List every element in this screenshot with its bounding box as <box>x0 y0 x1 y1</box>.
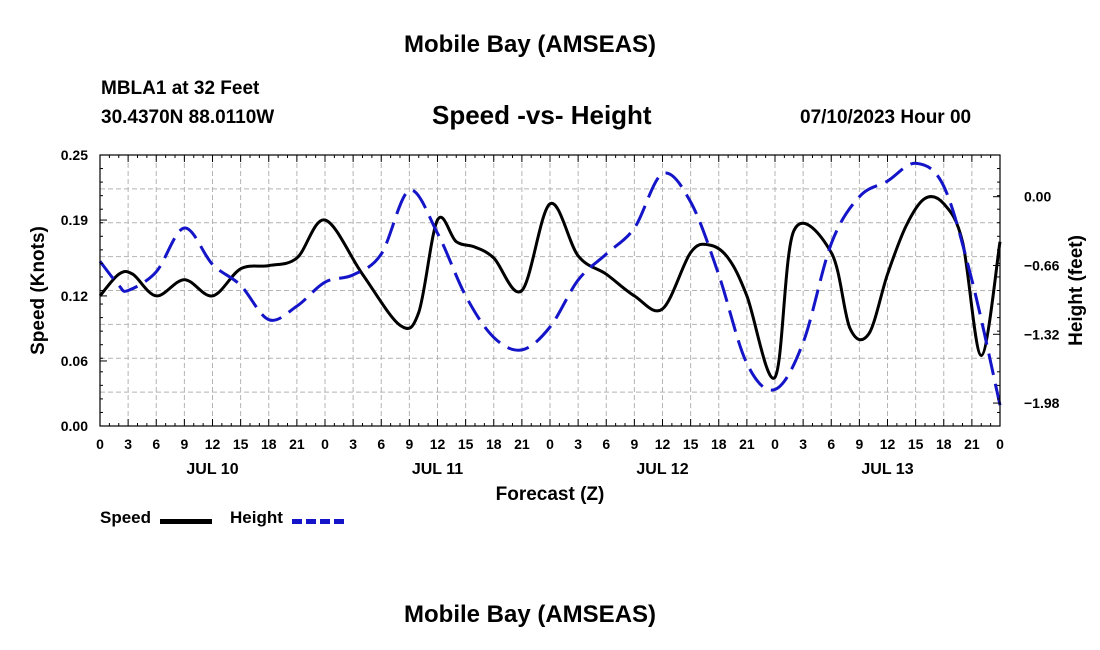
x-tick-label: 3 <box>349 436 357 452</box>
x-tick-label: 18 <box>711 436 727 452</box>
x-tick-label: 3 <box>799 436 807 452</box>
station-label: MBLA1 at 32 Feet <box>101 78 260 99</box>
x-tick-label: 0 <box>546 436 554 452</box>
x-day-label: JUL 12 <box>636 461 688 478</box>
y-tick-label: 0.00 <box>61 418 88 434</box>
y2-tick-label: 0.00 <box>1024 189 1051 205</box>
legend-swatch-height <box>292 519 344 524</box>
x-day-label: JUL 13 <box>861 461 913 478</box>
axis-layer: 0 3 6 9 12 15 18 21 0 3 6 9 12 15 18 21 0 3 6 9 12 15 18 21 0 3 6 9… <box>61 147 1060 478</box>
x-tick-label: 12 <box>655 436 671 452</box>
x-tick-label: 18 <box>936 436 952 452</box>
grid-layer <box>100 155 1000 426</box>
series-layer <box>98 161 1002 406</box>
y-tick-label: 0.06 <box>61 353 88 369</box>
x-tick-label: 3 <box>574 436 582 452</box>
forecast-datetime: 07/10/2023 Hour 00 <box>800 107 972 128</box>
x-tick-label: 12 <box>205 436 221 452</box>
x-tick-label: 15 <box>458 436 474 452</box>
x-tick-label: 9 <box>405 436 413 452</box>
x-tick-label: 0 <box>321 436 329 452</box>
chart-legend: Speed Height <box>100 508 360 532</box>
x-tick-label: 0 <box>771 436 779 452</box>
x-tick-label: 0 <box>96 436 104 452</box>
x-tick-label: 21 <box>289 436 305 452</box>
x-tick-label: 9 <box>630 436 638 452</box>
legend-swatch-speed <box>160 519 212 524</box>
y-tick-label: 0.25 <box>61 147 88 163</box>
x-tick-label: 21 <box>514 436 530 452</box>
y2-tick-label: −1.98 <box>1024 395 1060 411</box>
y2-tick-label: −1.32 <box>1024 326 1060 342</box>
x-tick-label: 6 <box>377 436 385 452</box>
x-tick-label: 18 <box>261 436 277 452</box>
x-tick-label: 21 <box>739 436 755 452</box>
y2-tick-label: −0.66 <box>1024 257 1060 273</box>
x-tick-label: 0 <box>996 436 1004 452</box>
x-tick-label: 9 <box>180 436 188 452</box>
x-tick-label: 18 <box>486 436 502 452</box>
series-line-height <box>98 161 1002 406</box>
legend-label-speed: Speed <box>100 508 152 527</box>
series-line-speed <box>98 195 1002 380</box>
x-tick-label: 15 <box>233 436 249 452</box>
x-day-label: JUL 11 <box>412 461 463 478</box>
y2-axis-title: Height (feet) <box>1066 235 1087 346</box>
x-tick-label: 6 <box>152 436 160 452</box>
speed-height-chart: 0 3 6 9 12 15 18 21 0 3 6 9 12 15 18 21 0 3 6 9 12 15 18 21 0 3 6 9… <box>28 147 1087 505</box>
x-tick-label: 15 <box>908 436 924 452</box>
x-tick-label: 12 <box>880 436 896 452</box>
x-axis-title: Forecast (Z) <box>496 484 605 505</box>
chart-title: Speed -vs- Height <box>432 100 652 130</box>
y-axis-title: Speed (Knots) <box>28 226 49 355</box>
station-coords: 30.4370N 88.0110W <box>101 107 275 128</box>
x-tick-label: 9 <box>855 436 863 452</box>
y-tick-label: 0.12 <box>61 288 88 304</box>
legend-label-height: Height <box>230 508 283 527</box>
x-tick-label: 21 <box>964 436 980 452</box>
x-tick-label: 3 <box>124 436 132 452</box>
x-day-label: JUL 10 <box>186 461 238 478</box>
x-tick-label: 6 <box>827 436 835 452</box>
page-title: Mobile Bay (AMSEAS) <box>404 31 657 58</box>
x-tick-label: 6 <box>602 436 610 452</box>
x-tick-label: 15 <box>683 436 699 452</box>
page-title-repeat: Mobile Bay (AMSEAS) <box>404 601 657 628</box>
y-tick-label: 0.19 <box>61 212 88 228</box>
x-tick-label: 12 <box>430 436 446 452</box>
